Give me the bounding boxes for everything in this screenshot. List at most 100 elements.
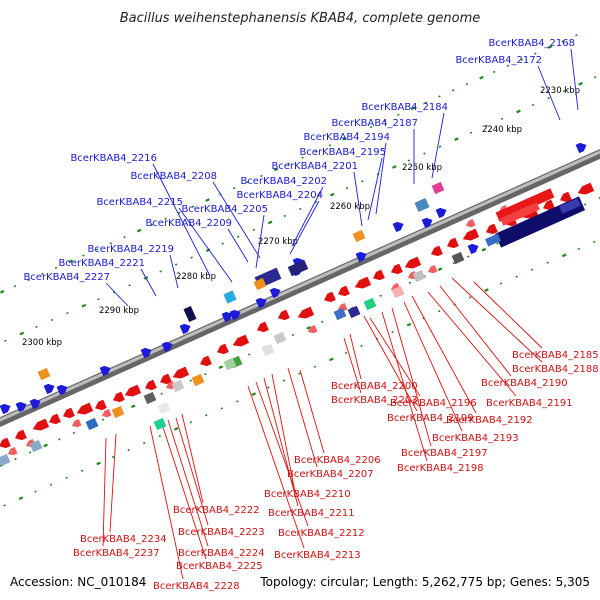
tick-mark	[547, 96, 550, 100]
reverse-gene	[323, 291, 336, 303]
misc-feature	[223, 357, 237, 371]
tick-mark	[531, 103, 535, 107]
tick-mark	[329, 192, 335, 197]
tick-mark	[190, 256, 193, 259]
gene-label-forward: BcerKBAB4_2187	[331, 118, 418, 129]
gene-label-reverse: BcerKBAB4_2185	[512, 350, 599, 361]
gene-label-forward: BcerKBAB4_2194	[303, 132, 390, 143]
misc-feature	[352, 229, 366, 243]
leader-line	[247, 385, 305, 549]
tick-mark	[267, 220, 273, 225]
tick-mark	[369, 125, 373, 129]
tick-mark	[520, 58, 523, 61]
kbp-label: 2240 kbp	[482, 125, 522, 135]
leader-line	[169, 254, 179, 289]
tick-mark	[298, 372, 301, 375]
tick-mark	[160, 392, 163, 395]
tick-mark	[130, 404, 136, 409]
topology-text: Topology: circular; Length: 5,262,775 bp…	[259, 575, 590, 589]
tick-mark	[499, 282, 503, 285]
leader-line	[175, 417, 209, 526]
leader-line	[537, 65, 561, 121]
tick-mark	[221, 242, 224, 245]
tick-mark	[496, 242, 499, 245]
reverse-gene	[372, 269, 385, 281]
tick-mark	[236, 235, 240, 238]
gene-label-forward: BcerKBAB4_2205	[181, 204, 268, 215]
gene-label-reverse: BcerKBAB4_2192	[446, 415, 533, 426]
gene-label-forward: BcerKBAB4_2216	[70, 153, 157, 164]
tick-mark	[314, 150, 318, 153]
leader-line	[363, 315, 418, 412]
tick-mark	[534, 52, 537, 55]
misc-feature	[37, 367, 51, 381]
tick-mark	[481, 247, 487, 252]
tick-mark	[251, 392, 257, 396]
leader-line	[439, 285, 512, 377]
forward-gene	[221, 311, 233, 323]
tick-mark	[49, 483, 53, 486]
tick-mark	[50, 318, 54, 322]
leader-line	[263, 377, 299, 507]
reverse-gene	[404, 256, 422, 269]
misc-feature	[261, 343, 275, 357]
forward-gene	[269, 287, 281, 299]
tick-mark	[189, 421, 193, 424]
tick-mark	[342, 137, 347, 141]
tick-mark	[301, 156, 304, 159]
leader-line	[391, 307, 432, 447]
forward-gene	[0, 403, 11, 415]
gene-label-forward: BcerKBAB4_2168	[488, 38, 575, 49]
tick-mark	[3, 504, 6, 507]
leader-line	[369, 317, 421, 397]
tick-mark	[516, 109, 521, 114]
leader-line	[102, 437, 107, 547]
tick-mark	[204, 372, 207, 376]
gene-label-reverse: BcerKBAB4_2193	[432, 433, 519, 444]
gene-label-reverse: BcerKBAB4_2213	[274, 550, 361, 561]
tick-mark	[410, 106, 416, 111]
reverse-gene	[430, 245, 443, 257]
tick-mark	[18, 496, 24, 500]
misc-feature	[191, 373, 205, 387]
forward-gene	[355, 251, 367, 263]
reverse-gene	[427, 264, 438, 274]
misc-feature	[171, 379, 185, 393]
tick-mark	[452, 261, 455, 265]
tick-mark	[109, 242, 113, 245]
tick-mark	[43, 443, 48, 448]
tick-mark	[287, 162, 291, 165]
reverse-gene	[216, 343, 229, 355]
tick-mark	[321, 320, 324, 324]
misc-feature	[347, 305, 361, 319]
tick-mark	[72, 431, 76, 434]
gene-label-reverse: BcerKBAB4_2224	[178, 548, 265, 559]
misc-feature	[431, 181, 445, 195]
gene-label-forward: BcerKBAB4_2227	[23, 272, 110, 283]
kbp-label: 2290 kbp	[99, 306, 139, 316]
tick-mark	[383, 119, 386, 123]
leader-line	[473, 281, 543, 349]
tick-mark	[438, 145, 442, 148]
reverse-gene	[232, 334, 250, 347]
reverse-gene	[7, 446, 18, 456]
tick-mark	[80, 469, 84, 472]
forward-gene	[183, 305, 197, 323]
reverse-gene	[144, 379, 157, 391]
forward-gene	[392, 221, 404, 233]
forward-gene	[414, 197, 430, 213]
reverse-gene	[124, 384, 142, 397]
tick-mark	[27, 278, 30, 282]
gene-labels: BcerKBAB4_2168 BcerKBAB4_2172 BcerKBAB4_21…	[23, 38, 598, 592]
tick-mark	[58, 438, 61, 441]
tick-mark	[174, 263, 178, 266]
forward-gene	[29, 398, 41, 410]
misc-feature	[412, 269, 426, 283]
gene-label-reverse: BcerKBAB4_2203	[331, 395, 418, 406]
tick-mark	[506, 64, 510, 67]
tick-mark	[583, 203, 587, 206]
tick-mark	[236, 400, 239, 403]
reverse-gene	[76, 402, 94, 415]
gene-label-forward: BcerKBAB4_2195	[299, 147, 386, 158]
